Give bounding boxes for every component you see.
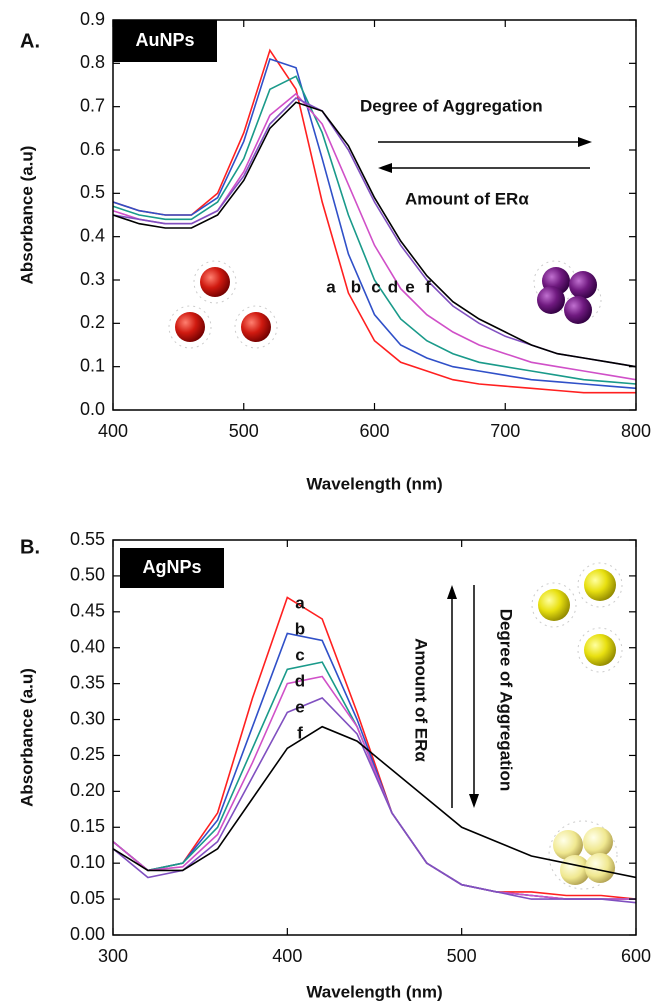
x-tick-label: 400 [272, 946, 302, 966]
y-tick-label: 0.45 [70, 601, 105, 621]
label-box-text: AgNPs [142, 557, 201, 577]
curve-label: f [425, 277, 431, 296]
label-box-text: AuNPs [135, 30, 194, 50]
curve-label: f [297, 723, 303, 742]
curve-label: b [295, 619, 305, 638]
x-tick-label: 500 [229, 421, 259, 441]
y-tick-label: 0.2 [80, 312, 105, 332]
y-tick-label: 0.8 [80, 52, 105, 72]
x-tick-label: 600 [621, 946, 651, 966]
arrows [378, 137, 592, 808]
y-tick-label: 0.1 [80, 355, 105, 375]
y-tick-label: 0.05 [70, 888, 105, 908]
gold-particle [175, 312, 205, 342]
x-tick-label: 700 [490, 421, 520, 441]
annotation: Degree of Aggregation [360, 96, 543, 115]
y-tick-label: 0.9 [80, 9, 105, 29]
x-axis-title: Wavelength (nm) [306, 982, 442, 1001]
y-tick-label: 0.30 [70, 708, 105, 728]
arrow-head [378, 163, 392, 173]
curve-label: e [405, 277, 414, 296]
panel-label: A. [20, 30, 40, 52]
x-tick-label: 500 [447, 946, 477, 966]
y-tick-label: 0.50 [70, 565, 105, 585]
curve-label: c [295, 645, 304, 664]
x-tick-label: 400 [98, 421, 128, 441]
y-tick-label: 0.25 [70, 744, 105, 764]
silver-particle [584, 634, 616, 666]
x-tick-label: 300 [98, 946, 128, 966]
y-tick-label: 0.00 [70, 924, 105, 944]
gold-particle [200, 267, 230, 297]
curve-label: a [295, 593, 305, 612]
silver-particle [538, 589, 570, 621]
arrow-head [578, 137, 592, 147]
y-axis-title: Absorbance (a.u) [17, 668, 36, 807]
data-line [113, 698, 636, 903]
y-tick-label: 0.4 [80, 225, 105, 245]
aggregated-particle [583, 827, 613, 857]
curve-label: a [326, 277, 336, 296]
annotation: Amount of ERα [412, 638, 431, 762]
curve-label: e [295, 697, 304, 716]
y-axis-title: Absorbance (a.u) [17, 146, 36, 285]
curve-label: b [351, 277, 361, 296]
panel-label: B. [20, 536, 40, 558]
gold-particle [241, 312, 271, 342]
y-tick-label: 0.10 [70, 852, 105, 872]
annotation: Degree of Aggregation [497, 609, 516, 792]
curve-label: d [388, 277, 398, 296]
y-tick-label: 0.0 [80, 399, 105, 419]
arrow-head [469, 794, 479, 808]
y-tick-label: 0.40 [70, 636, 105, 656]
arrow-head [447, 585, 457, 599]
y-tick-label: 0.5 [80, 182, 105, 202]
aggregated-particle [537, 286, 565, 314]
x-tick-label: 600 [359, 421, 389, 441]
y-tick-label: 0.35 [70, 672, 105, 692]
y-tick-label: 0.55 [70, 529, 105, 549]
curve-label: d [295, 671, 305, 690]
silver-particle [584, 569, 616, 601]
annotation: Amount of ERα [405, 189, 529, 208]
curve-label: c [371, 277, 380, 296]
y-tick-label: 0.20 [70, 780, 105, 800]
aggregated-particle [564, 296, 592, 324]
y-tick-label: 0.15 [70, 816, 105, 836]
figure: abcdef0.00.10.20.30.40.50.60.70.80.94005… [0, 0, 659, 1007]
y-tick-label: 0.3 [80, 269, 105, 289]
x-axis-title: Wavelength (nm) [306, 474, 442, 493]
y-tick-label: 0.6 [80, 139, 105, 159]
y-tick-label: 0.7 [80, 95, 105, 115]
x-tick-label: 800 [621, 421, 651, 441]
aggregated-particle [569, 271, 597, 299]
